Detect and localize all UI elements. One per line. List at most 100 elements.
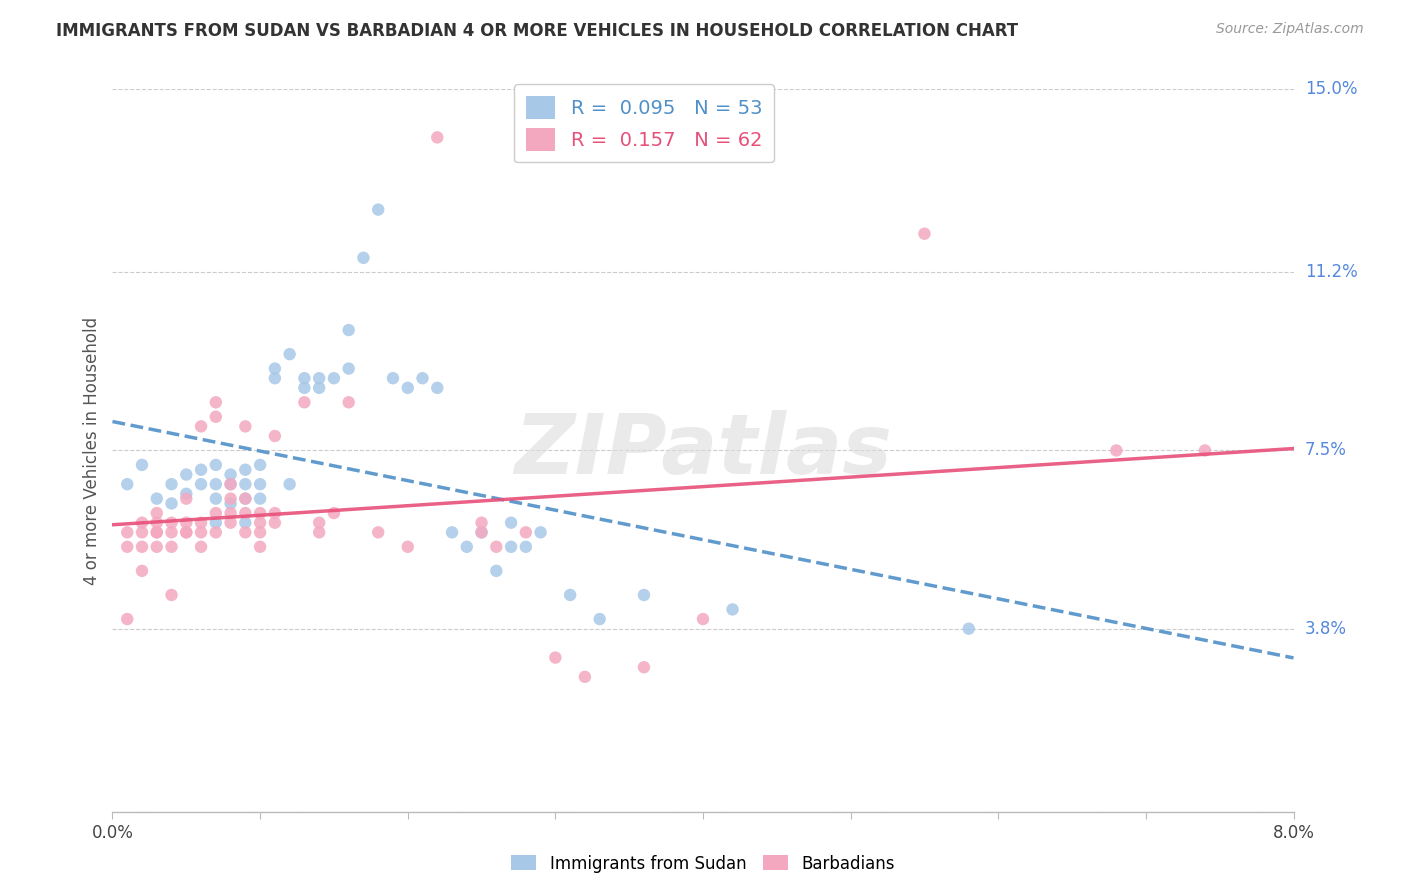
- Point: [160, 525, 183, 540]
- Point: [233, 419, 256, 434]
- Point: [249, 458, 271, 472]
- Point: [721, 602, 744, 616]
- Point: [544, 650, 567, 665]
- Text: 11.2%: 11.2%: [1305, 263, 1357, 281]
- Point: [233, 506, 256, 520]
- Text: ZIPatlas: ZIPatlas: [515, 410, 891, 491]
- Point: [323, 506, 346, 520]
- Point: [190, 477, 212, 491]
- Text: IMMIGRANTS FROM SUDAN VS BARBADIAN 4 OR MORE VEHICLES IN HOUSEHOLD CORRELATION C: IMMIGRANTS FROM SUDAN VS BARBADIAN 4 OR …: [56, 22, 1018, 40]
- Legend: R =  0.095   N = 53, R =  0.157   N = 62: R = 0.095 N = 53, R = 0.157 N = 62: [515, 85, 773, 162]
- Point: [131, 540, 153, 554]
- Point: [515, 540, 537, 554]
- Point: [219, 491, 242, 506]
- Point: [174, 525, 197, 540]
- Point: [278, 477, 301, 491]
- Point: [131, 525, 153, 540]
- Point: [633, 660, 655, 674]
- Point: [174, 467, 197, 482]
- Point: [205, 525, 228, 540]
- Point: [914, 227, 936, 241]
- Point: [412, 371, 434, 385]
- Point: [117, 540, 138, 554]
- Point: [219, 477, 242, 491]
- Point: [308, 371, 330, 385]
- Point: [190, 516, 212, 530]
- Point: [205, 506, 228, 520]
- Point: [233, 525, 256, 540]
- Point: [205, 395, 228, 409]
- Text: Source: ZipAtlas.com: Source: ZipAtlas.com: [1216, 22, 1364, 37]
- Point: [233, 491, 256, 506]
- Point: [131, 458, 153, 472]
- Point: [146, 491, 169, 506]
- Point: [1105, 443, 1128, 458]
- Point: [471, 525, 494, 540]
- Point: [456, 540, 478, 554]
- Point: [308, 525, 330, 540]
- Text: 3.8%: 3.8%: [1305, 620, 1347, 638]
- Point: [292, 381, 315, 395]
- Point: [174, 491, 197, 506]
- Point: [160, 496, 183, 510]
- Point: [174, 516, 197, 530]
- Point: [249, 477, 271, 491]
- Point: [205, 491, 228, 506]
- Point: [471, 525, 494, 540]
- Point: [219, 506, 242, 520]
- Point: [337, 323, 360, 337]
- Point: [633, 588, 655, 602]
- Point: [560, 588, 582, 602]
- Point: [264, 516, 287, 530]
- Point: [131, 516, 153, 530]
- Point: [515, 525, 537, 540]
- Point: [441, 525, 464, 540]
- Point: [264, 429, 287, 443]
- Point: [146, 516, 169, 530]
- Point: [382, 371, 405, 385]
- Point: [233, 477, 256, 491]
- Point: [308, 516, 330, 530]
- Point: [190, 525, 212, 540]
- Point: [117, 612, 138, 626]
- Point: [292, 395, 315, 409]
- Point: [249, 525, 271, 540]
- Point: [146, 506, 169, 520]
- Point: [1194, 443, 1216, 458]
- Point: [588, 612, 610, 626]
- Point: [205, 409, 228, 424]
- Point: [160, 588, 183, 602]
- Text: 15.0%: 15.0%: [1305, 80, 1357, 98]
- Point: [264, 506, 287, 520]
- Point: [501, 516, 523, 530]
- Point: [233, 463, 256, 477]
- Point: [205, 516, 228, 530]
- Point: [174, 487, 197, 501]
- Point: [233, 491, 256, 506]
- Point: [190, 540, 212, 554]
- Point: [131, 564, 153, 578]
- Point: [501, 540, 523, 554]
- Point: [957, 622, 980, 636]
- Point: [219, 467, 242, 482]
- Text: 7.5%: 7.5%: [1305, 442, 1347, 459]
- Point: [337, 361, 360, 376]
- Legend: Immigrants from Sudan, Barbadians: Immigrants from Sudan, Barbadians: [505, 848, 901, 880]
- Point: [367, 525, 389, 540]
- Point: [278, 347, 301, 361]
- Point: [249, 506, 271, 520]
- Point: [308, 381, 330, 395]
- Y-axis label: 4 or more Vehicles in Household: 4 or more Vehicles in Household: [83, 317, 101, 584]
- Point: [219, 477, 242, 491]
- Point: [190, 463, 212, 477]
- Point: [219, 496, 242, 510]
- Point: [367, 202, 389, 217]
- Point: [264, 361, 287, 376]
- Point: [146, 540, 169, 554]
- Point: [529, 525, 551, 540]
- Point: [160, 540, 183, 554]
- Point: [190, 419, 212, 434]
- Point: [471, 516, 494, 530]
- Point: [396, 381, 419, 395]
- Point: [426, 130, 449, 145]
